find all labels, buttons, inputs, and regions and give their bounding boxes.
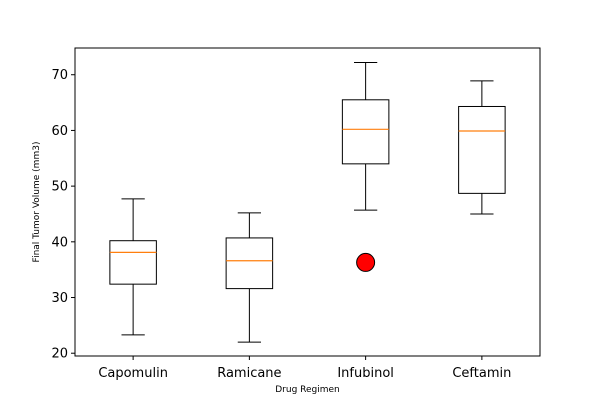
y-tick-label: 60 <box>51 124 68 139</box>
box-iqr <box>109 240 157 285</box>
box-iqr <box>458 105 506 194</box>
plot-layer: 20 30 40 50 60 70 Capomulin Ramicane Infubinol Ce… <box>51 61 511 381</box>
y-tick-label: 30 <box>51 291 68 306</box>
y-axis-label: Final Tumor Volume (mm3) <box>32 142 42 263</box>
box-iqr <box>341 99 390 165</box>
y-tick-label: 40 <box>51 235 68 250</box>
y-tick-label: 50 <box>51 180 68 195</box>
y-tick-label: 20 <box>51 347 68 362</box>
x-tick-label: Ramicane <box>217 366 281 381</box>
y-tick-label: 70 <box>51 68 68 83</box>
x-tick-label: Infubinol <box>337 366 394 381</box>
box-iqr <box>225 237 274 290</box>
x-axis-label: Drug Regimen <box>275 385 340 395</box>
plot-frame <box>74 47 541 357</box>
outlier-point <box>356 252 376 272</box>
x-tick-label: Capomulin <box>98 366 168 381</box>
x-tick-label: Ceftamin <box>452 366 511 381</box>
